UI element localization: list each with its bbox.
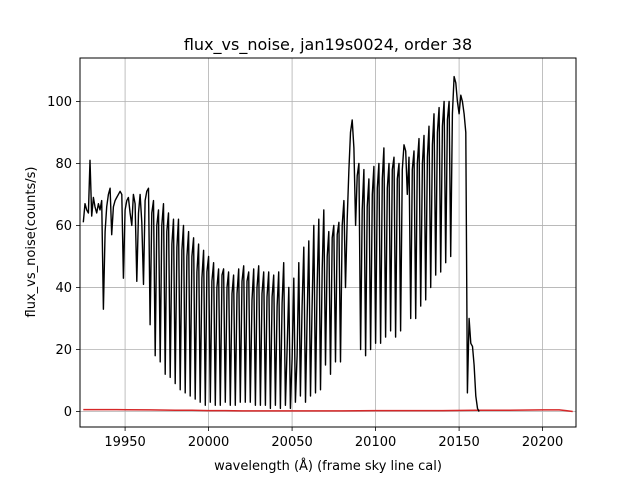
y-tick-label: 60 [55,219,72,234]
grid [80,58,576,427]
series-line-noise [83,408,573,413]
y-tick-label: 20 [55,343,72,358]
y-tick-label: 80 [55,157,72,172]
x-tick-label: 20100 [355,435,396,450]
plot-area-frame [79,57,577,428]
series-line-flux [82,75,480,412]
y-tick-label: 100 [47,95,72,110]
x-tick-label: 19950 [104,435,145,450]
y-tick-label: 40 [55,281,72,296]
chart-title: flux_vs_noise, jan19s0024, order 38 [184,35,472,55]
x-tick-label: 20000 [188,435,229,450]
y-axis: 0 20 40 60 80 100 [47,95,80,420]
y-axis-label: flux_vs_noise(counts/s) [24,167,39,318]
x-tick-label: 20200 [522,435,563,450]
x-tick-label: 20050 [271,435,312,450]
x-axis: 19950 20000 20050 20100 20150 20200 [104,427,563,450]
series-layer [82,75,573,413]
x-axis-label: wavelength (Å) (frame sky line cal) [214,458,442,474]
x-tick-label: 20150 [438,435,479,450]
y-tick-label: 0 [64,405,72,420]
